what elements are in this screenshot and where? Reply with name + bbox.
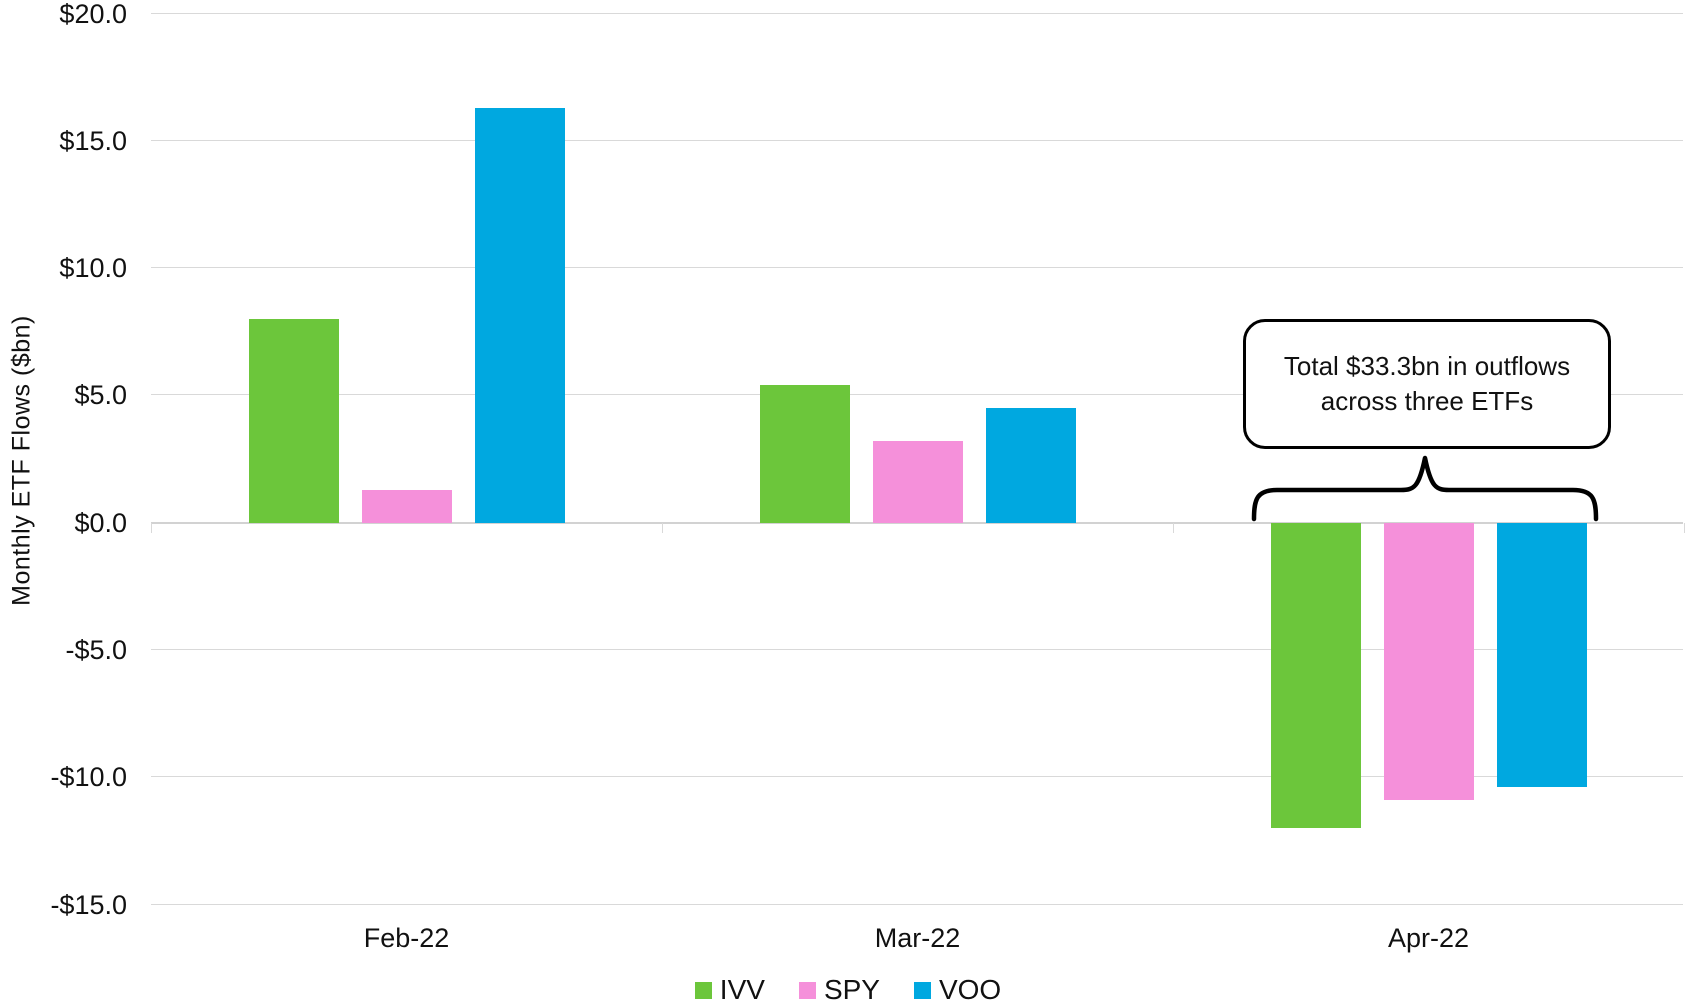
bar-ivv-mar-22 <box>759 385 850 523</box>
x-axis-category-label: Feb-22 <box>363 923 450 953</box>
y-axis-tick-label: $0.0 <box>74 507 127 538</box>
curly-brace-annotation <box>1251 455 1599 522</box>
y-axis-tick-label: -$15.0 <box>50 889 127 920</box>
x-axis-category-label: Apr-22 <box>1387 923 1470 953</box>
y-axis-tick-label: $5.0 <box>74 380 127 411</box>
x-axis-tick <box>151 522 152 533</box>
y-axis-title: Monthly ETF Flows ($bn) <box>7 315 36 606</box>
x-axis-tick <box>662 522 663 533</box>
annotation-line1: Total $33.3bn in outflows <box>1283 351 1571 381</box>
annotation-line2: across three ETFs <box>1320 386 1534 416</box>
bar-ivv-feb-22 <box>248 319 339 523</box>
gridline <box>151 139 1683 141</box>
legend-item-voo: VOO <box>913 974 1002 1006</box>
gridline <box>151 648 1683 650</box>
legend-item-ivv: IVV <box>694 974 765 1006</box>
x-axis-category-label: Mar-22 <box>874 923 961 953</box>
y-axis-tick-label: $20.0 <box>59 0 127 29</box>
legend-label: IVV <box>719 974 765 1005</box>
bar-spy-mar-22 <box>872 441 963 523</box>
y-axis-tick-label: -$10.0 <box>50 762 127 793</box>
legend-swatch-spy <box>798 981 816 999</box>
bar-spy-feb-22 <box>361 489 452 523</box>
gridline <box>151 12 1683 14</box>
bar-spy-apr-22 <box>1383 522 1474 801</box>
y-axis-tick-label: $10.0 <box>59 253 127 284</box>
bar-voo-mar-22 <box>985 408 1076 523</box>
legend-label: SPY <box>823 974 880 1005</box>
legend-swatch-ivv <box>694 981 712 999</box>
gridline <box>151 267 1683 269</box>
x-axis-tick <box>1173 522 1174 533</box>
bar-voo-apr-22 <box>1496 522 1587 788</box>
bar-ivv-apr-22 <box>1270 522 1361 829</box>
y-axis-tick-label: $15.0 <box>59 125 127 156</box>
x-axis-tick <box>1684 522 1685 533</box>
annotation-callout: Total $33.3bn in outflows across three E… <box>1243 319 1611 449</box>
legend-swatch-voo <box>913 981 931 999</box>
x-axis-line <box>151 521 1683 524</box>
legend: IVV SPY VOO <box>0 974 1696 1006</box>
gridline <box>151 394 1683 396</box>
gridline <box>151 776 1683 778</box>
legend-item-spy: SPY <box>798 974 880 1006</box>
y-axis-tick-label: -$5.0 <box>65 634 127 665</box>
legend-label: VOO <box>938 974 1002 1005</box>
gridline <box>151 903 1683 905</box>
bar-voo-feb-22 <box>474 107 565 523</box>
